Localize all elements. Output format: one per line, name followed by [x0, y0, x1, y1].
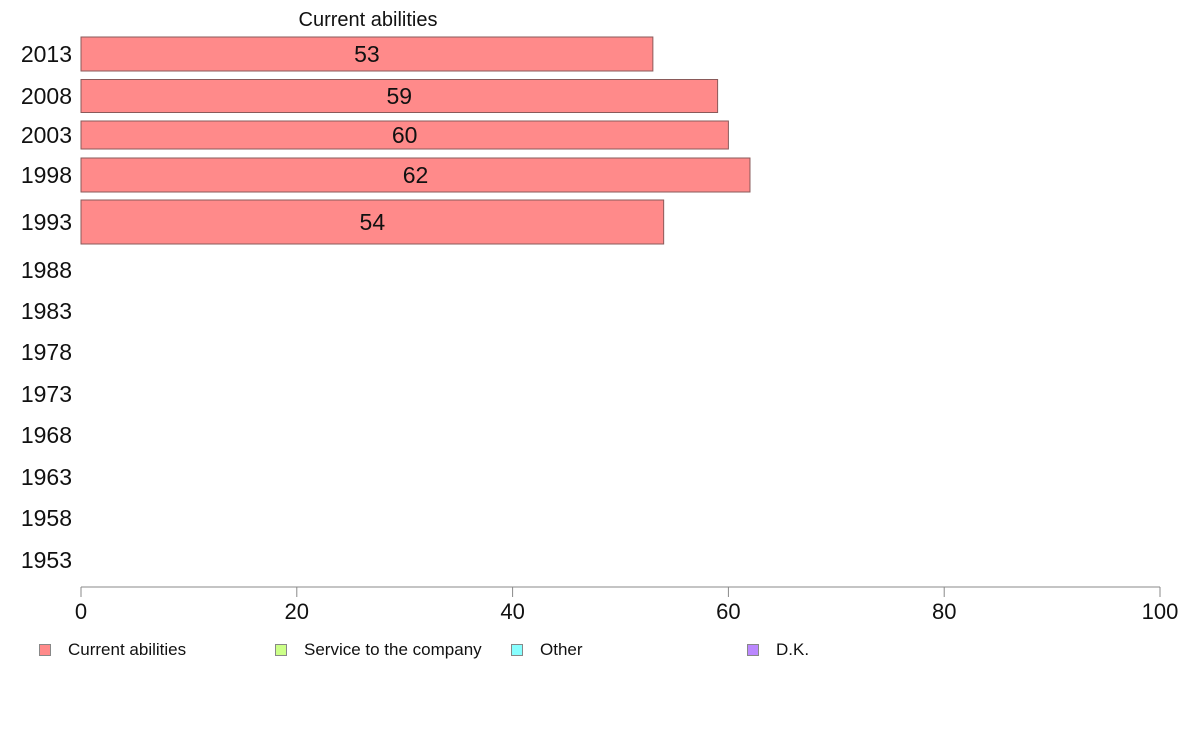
bar-value-label: 62 [403, 162, 429, 188]
bar [80, 199, 665, 245]
bar [80, 79, 719, 113]
x-tick-label: 60 [716, 599, 740, 624]
legend-item: Other [511, 640, 583, 660]
y-tick-label: 1983 [21, 298, 72, 324]
legend: Current abilities Service to the company O… [0, 640, 1188, 664]
legend-label: Service to the company [304, 640, 482, 659]
y-tick-label: 1953 [21, 547, 72, 573]
bar [80, 36, 654, 72]
bar [80, 157, 751, 193]
bar [80, 120, 729, 150]
y-tick-label: 1998 [21, 162, 72, 188]
x-axis: 0 20 40 60 80 100 [75, 586, 1179, 624]
legend-label: D.K. [776, 640, 810, 659]
bars-group: 53 59 60 62 54 [80, 36, 751, 245]
y-axis-labels: 2013 2008 2003 1998 1993 1988 1983 1978 1973 1968… [21, 41, 72, 573]
legend-swatch [511, 644, 523, 656]
bar-value-label: 60 [392, 122, 418, 148]
legend-swatch [39, 644, 51, 656]
y-tick-label: 1973 [21, 381, 72, 407]
y-tick-label: 1993 [21, 209, 72, 235]
bar-value-label: 59 [387, 83, 413, 109]
x-tick-label: 40 [500, 599, 524, 624]
y-tick-label: 1978 [21, 339, 72, 365]
column-header: Current abilities [299, 9, 438, 31]
x-tick-label: 0 [75, 599, 87, 624]
legend-label: Other [540, 640, 583, 659]
x-tick-label: 80 [932, 599, 956, 624]
y-tick-label: 2003 [21, 122, 72, 148]
legend-item: Service to the company [275, 640, 482, 660]
y-tick-label: 1988 [21, 257, 72, 283]
legend-swatch [275, 644, 287, 656]
legend-item: D.K. [747, 640, 809, 660]
y-tick-label: 1963 [21, 464, 72, 490]
legend-label: Current abilities [68, 640, 187, 659]
y-tick-label: 2013 [21, 41, 72, 67]
x-tick-label: 20 [285, 599, 309, 624]
y-tick-label: 1958 [21, 505, 72, 531]
x-tick-label: 100 [1142, 599, 1179, 624]
legend-item: Current abilities [39, 640, 186, 660]
bar-value-label: 54 [360, 209, 386, 235]
legend-swatch [747, 644, 759, 656]
y-tick-label: 2008 [21, 83, 72, 109]
bar-value-label: 53 [354, 41, 380, 67]
y-tick-label: 1968 [21, 422, 72, 448]
